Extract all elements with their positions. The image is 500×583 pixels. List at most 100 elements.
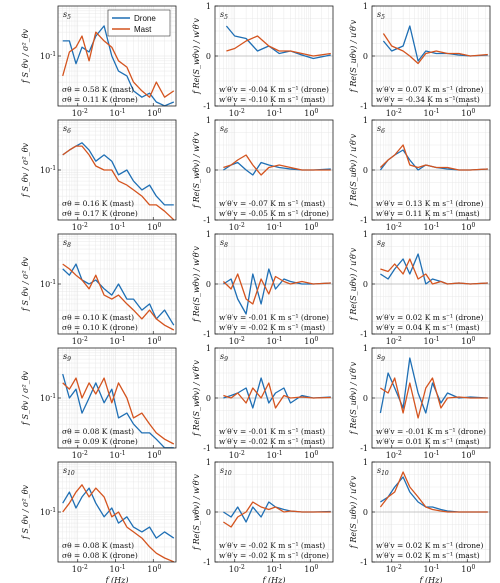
x-tick-label: 10-2: [386, 222, 402, 232]
y-tick-label: 0: [363, 52, 368, 61]
x-axis-label: f (Hz): [419, 576, 443, 583]
panel-cospectrum_w-s5: 10-2 10-1 100 -1 0 1 s5 w′θ′v = -0.04 K m s⁻¹ (…: [192, 2, 334, 118]
y-tick-label: 0: [363, 508, 368, 517]
x-tick-label: 10-1: [424, 222, 440, 232]
y-axis-label: f Re(S_wθv) / w′θ′v: [192, 360, 201, 437]
series-mast-line: [223, 501, 331, 528]
y-tick-label: 1: [363, 116, 368, 125]
x-tick-label: 10-1: [424, 450, 440, 460]
y-tick-label: 0: [363, 280, 368, 289]
annotation: w′θ′v = -0.34 K m s⁻¹(mast): [376, 95, 480, 104]
grid: [57, 234, 177, 335]
x-tick-label: 10-2: [229, 222, 245, 232]
run-label: s10: [220, 466, 232, 477]
annotation: σθ = 0.17 K (drone): [62, 209, 138, 218]
x-tick-label: 100: [147, 450, 161, 460]
series-drone-line: [223, 268, 331, 315]
y-axis-label: f Re(S_uθv) / u′θ′v: [349, 361, 358, 435]
annotation: w′θ′v = 0.13 K m s⁻¹ (drone): [376, 199, 483, 208]
y-tick-label: 1: [206, 2, 211, 11]
annotation: w′θ′v = -0.02 K m s⁻¹ (mast): [219, 323, 325, 332]
x-tick-label: 10-1: [267, 564, 283, 574]
x-tick-label: 100: [147, 564, 161, 574]
y-tick-label: -1: [203, 558, 211, 567]
run-label: s9: [377, 352, 385, 363]
series-mast-line: [62, 263, 175, 331]
annotation: w′θ′v = -0.10 K m s⁻¹ (mast): [219, 95, 325, 104]
panel-cospectrum_w-s9: 10-2 10-1 100 -1 0 1 s9 w′θ′v = -0.01 K m s⁻¹ (…: [192, 344, 334, 460]
x-tick-label: 10-2: [229, 108, 245, 118]
annotation: σθ = 0.08 K (drone): [62, 551, 138, 560]
series-mast-line: [379, 471, 488, 513]
x-tick-label: 100: [304, 564, 318, 574]
series-mast-line: [62, 377, 175, 445]
x-tick-label: 10-1: [267, 336, 283, 346]
y-axis-label: f S_θv / σ²_θv: [21, 256, 30, 312]
panel-cospectrum_w-s10: 10-2 10-1 100 -1 0 1 s10 w′θ′v = -0.02 K m s⁻¹ …: [192, 458, 334, 583]
x-tick-label: 100: [147, 222, 161, 232]
panel-cospectrum_u-s10: 10-2 10-1 100 -1 0 1 s10 w′θ′v = 0.02 K m s⁻¹ (…: [349, 458, 491, 583]
panel-spectrum-s5: 10-2 10-1 100 10-1 s5 σθ = 0.58 K (mast)σθ = …: [21, 5, 177, 118]
series-drone-line: [62, 373, 174, 449]
y-tick-label: 10-1: [40, 51, 56, 61]
x-tick-label: 10-1: [424, 564, 440, 574]
panel-cospectrum_u-s9: 10-2 10-1 100 -1 0 1 s9 w′θ′v = -0.01 K m s⁻¹ (…: [349, 344, 491, 460]
x-tick-label: 100: [304, 108, 318, 118]
y-tick-label: 0: [206, 394, 211, 403]
panel-cospectrum_u-s5: 10-2 10-1 100 -1 0 1 s5 w′θ′v = 0.07 K m s⁻¹ (d…: [349, 2, 491, 118]
annotation: σθ = 0.09 K (drone): [62, 437, 138, 446]
annotation: w′θ′v = -0.01 K m s⁻¹ (drone): [376, 427, 486, 436]
run-label: s9: [63, 352, 71, 363]
y-tick-label: -1: [360, 216, 368, 225]
y-tick-label: 0: [206, 166, 211, 175]
series-mast-line: [379, 144, 488, 171]
series-drone-line: [62, 263, 175, 326]
series-mast-line: [222, 273, 331, 305]
series-drone-line: [382, 25, 488, 62]
annotation: w′θ′v = -0.07 K m s⁻¹ (mast): [219, 199, 325, 208]
run-label: s10: [63, 466, 75, 477]
annotation: w′θ′v = -0.02 K m s⁻¹ (mast): [219, 541, 325, 550]
y-tick-label: -1: [360, 102, 368, 111]
run-label: s6: [220, 124, 228, 135]
y-tick-label: -1: [203, 444, 211, 453]
x-axis-label: f (Hz): [105, 576, 129, 583]
y-tick-label: 0: [206, 52, 211, 61]
panel-cospectrum_w-s8: 10-2 10-1 100 -1 0 1 s8 w′θ′v = -0.01 K m s⁻¹ (…: [192, 230, 334, 346]
series-drone-line: [379, 357, 488, 414]
y-tick-label: 0: [363, 394, 368, 403]
y-axis-label: f Re(S_uθv) / u′θ′v: [349, 19, 358, 93]
panel-cospectrum_u-s8: 10-2 10-1 100 -1 0 1 s8 w′θ′v = 0.02 K m s⁻¹ (d…: [349, 230, 491, 346]
run-label: s8: [377, 238, 385, 249]
x-tick-label: 10-1: [267, 222, 283, 232]
series-mast-line: [62, 145, 175, 221]
panel-spectrum-s10: 10-2 10-1 100 10-1 s10 σθ = 0.08 K (mast)σθ =…: [21, 461, 177, 583]
y-tick-label: 1: [206, 344, 211, 353]
x-tick-label: 10-1: [110, 336, 126, 346]
y-tick-label: -1: [203, 102, 211, 111]
y-axis-label: f Re(S_uθv) / u′θ′v: [349, 133, 358, 207]
x-tick-label: 10-1: [110, 222, 126, 232]
x-tick-label: 100: [461, 450, 475, 460]
y-axis-label: f Re(S_wθv) / w′θ′v: [192, 246, 201, 323]
x-tick-label: 10-1: [267, 450, 283, 460]
series-mast-line: [223, 154, 331, 176]
x-tick-label: 10-1: [267, 108, 283, 118]
annotation: w′θ′v = -0.05 K m s⁻¹ (drone): [219, 209, 329, 218]
x-tick-label: 10-2: [72, 108, 88, 118]
panel-cospectrum_u-s6: 10-2 10-1 100 -1 0 1 s6 w′θ′v = 0.13 K m s⁻¹ (d…: [349, 116, 491, 232]
series-mast-line: [380, 258, 488, 285]
series-drone-line: [62, 142, 174, 206]
legend-label-drone: Drone: [134, 14, 156, 23]
x-tick-label: 100: [304, 450, 318, 460]
y-axis-label: f Re(S_wθv) / w′θ′v: [192, 474, 201, 551]
annotation: w′θ′v = 0.04 K m s⁻¹ (mast): [376, 323, 480, 332]
x-tick-label: 100: [461, 108, 475, 118]
annotation: w′θ′v = 0.11 K m s⁻¹ (mast): [376, 209, 480, 218]
annotation: σθ = 0.08 K (mast): [62, 427, 134, 436]
panel-spectrum-s6: 10-2 10-1 100 10-1 s6 σθ = 0.16 K (mast)σθ = …: [21, 119, 177, 232]
annotation: σθ = 0.10 K (drone): [62, 323, 138, 332]
run-label: s5: [220, 10, 228, 21]
y-tick-label: -1: [360, 330, 368, 339]
